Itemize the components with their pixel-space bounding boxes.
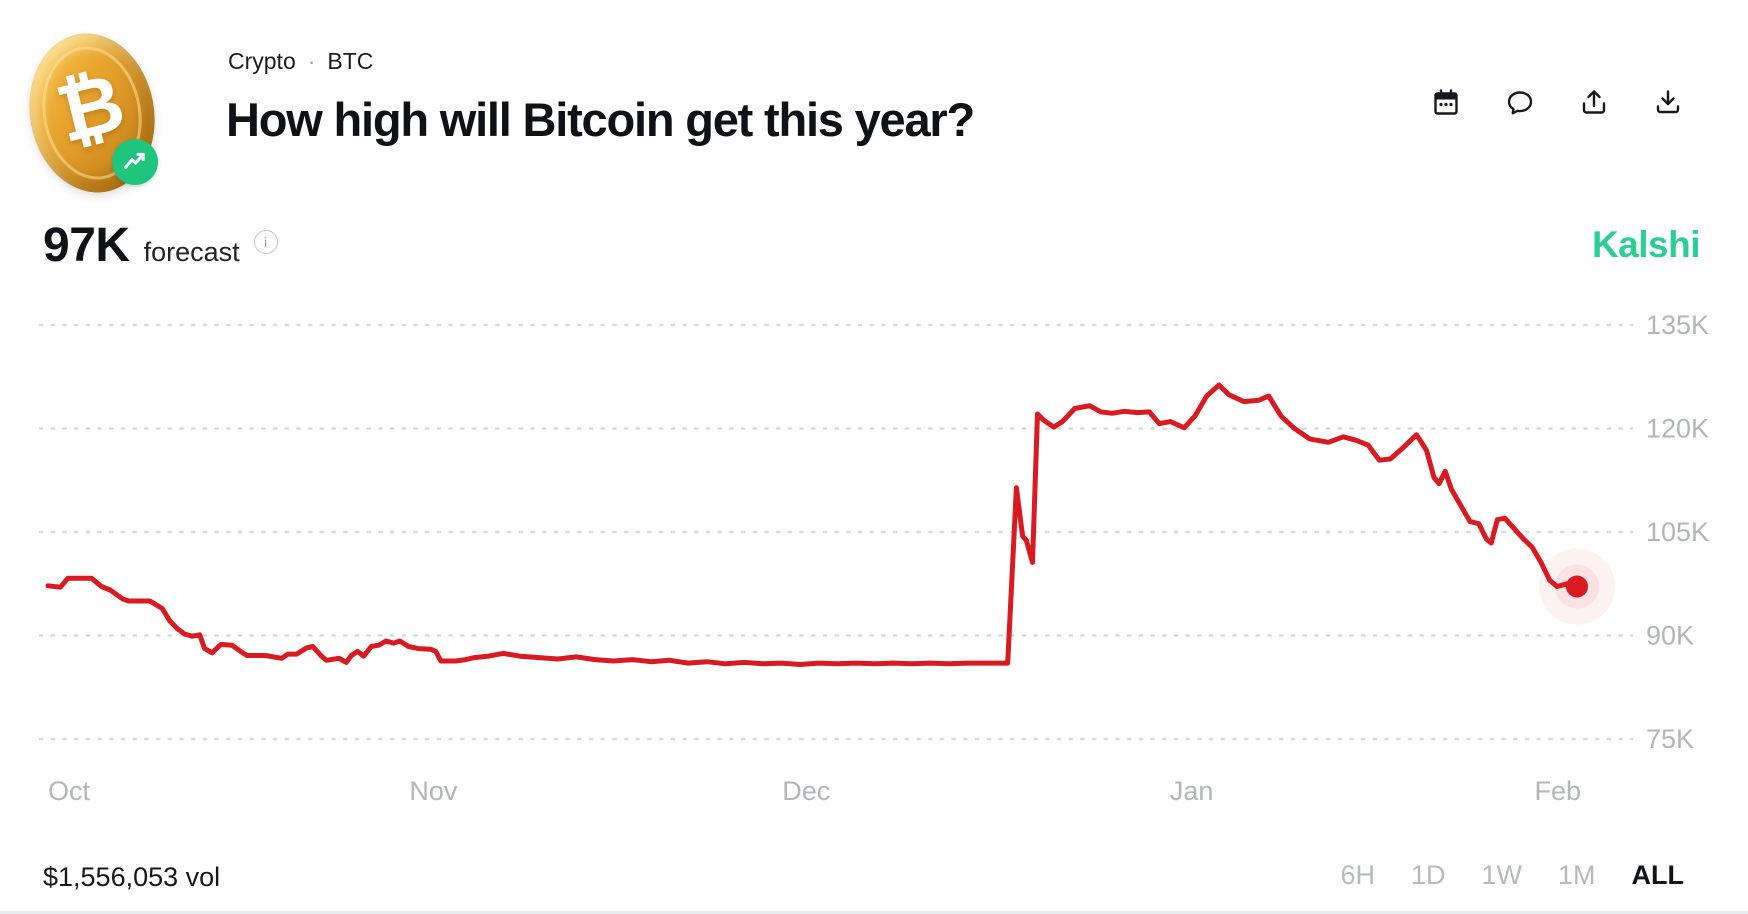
share-icon (1582, 90, 1606, 114)
y-axis-tick-label: 75K (1646, 724, 1694, 754)
kalshi-logo: Kalshi (1591, 224, 1701, 265)
breadcrumb-separator: · (307, 48, 316, 74)
x-axis-month-label: Feb (1534, 776, 1581, 806)
forecast-label: forecast (143, 237, 240, 267)
volume-label: $1,556,053 vol (43, 862, 221, 892)
forecast-value: 97K (43, 219, 130, 272)
download-icon (1656, 90, 1680, 114)
calendar-icon (1434, 89, 1458, 115)
range-button-1m[interactable]: 1M (1558, 860, 1596, 890)
range-button-1d[interactable]: 1D (1410, 860, 1446, 890)
range-button-1w[interactable]: 1W (1481, 860, 1523, 890)
breadcrumb-category[interactable]: Crypto (228, 48, 296, 74)
share-button[interactable] (1578, 86, 1612, 120)
x-axis-month-label: Oct (48, 776, 91, 806)
range-button-all[interactable]: ALL (1631, 860, 1684, 890)
y-axis-tick-label: 90K (1646, 621, 1694, 651)
breadcrumb-ticker[interactable]: BTC (327, 48, 374, 74)
forecast-row: 97K forecast i (43, 218, 278, 273)
page-title: How high will Bitcoin get this year? (226, 93, 975, 146)
download-button[interactable] (1652, 86, 1686, 120)
calendar-button[interactable] (1430, 86, 1464, 120)
comment-icon (1507, 91, 1533, 115)
info-icon[interactable]: i (253, 229, 278, 254)
last-point-glow (1555, 564, 1599, 609)
bottom-divider (0, 911, 1748, 914)
comment-button[interactable] (1504, 86, 1538, 120)
x-axis-month-label: Dec (782, 776, 830, 806)
last-point-dot (1566, 575, 1588, 598)
breadcrumb: Crypto · BTC (228, 48, 373, 75)
time-range-selector: 6H 1D 1W 1M ALL (1340, 860, 1684, 891)
y-axis-tick-label: 120K (1646, 414, 1709, 444)
last-point-glow (1539, 548, 1615, 625)
y-axis-tick-label: 135K (1646, 310, 1709, 340)
header-actions (1430, 86, 1686, 120)
y-axis-tick-label: 105K (1646, 517, 1709, 547)
x-axis-month-label: Jan (1170, 776, 1214, 806)
trending-up-badge-icon (112, 139, 158, 185)
x-axis-month-label: Nov (409, 776, 458, 806)
price-line (45, 382, 1580, 667)
bitcoin-coin-image: ₿ (17, 23, 167, 203)
range-button-6h[interactable]: 6H (1340, 860, 1375, 890)
